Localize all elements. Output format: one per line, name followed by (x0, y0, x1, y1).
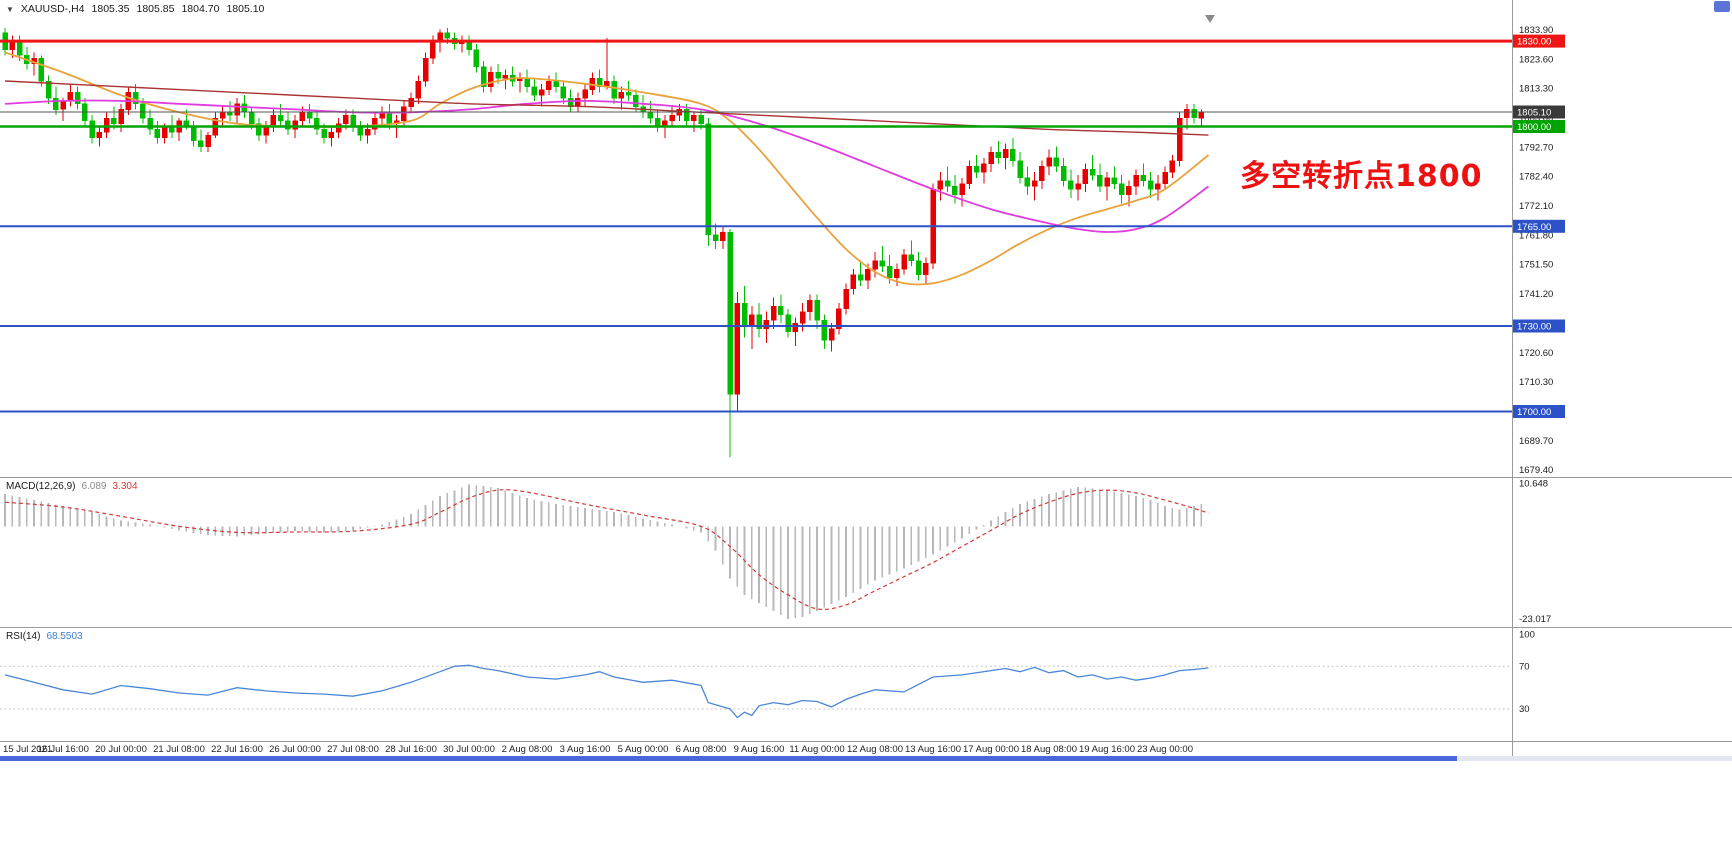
svg-text:1805.10: 1805.10 (1517, 108, 1551, 119)
time-tick: 28 Jul 16:00 (385, 744, 437, 755)
time-tick: 27 Jul 08:00 (327, 744, 379, 755)
rsi-value: 68.5503 (46, 631, 83, 642)
price-tick: 1761.80 (1519, 230, 1553, 241)
macd-axis: 10.648 -23.017 (1519, 478, 1551, 625)
time-tick: 17 Aug 00:00 (963, 744, 1019, 755)
price-badge-1700.00: 1700.00 (1513, 405, 1565, 418)
symbol-label: XAUUSD-,H4 (20, 3, 85, 15)
svg-text:1700.00: 1700.00 (1517, 407, 1551, 418)
time-tick: 30 Jul 00:00 (443, 744, 495, 755)
ohlc-low: 1804.70 (181, 3, 220, 15)
time-tick: 13 Aug 16:00 (905, 744, 961, 755)
time-tick: 19 Aug 16:00 (1079, 744, 1135, 755)
macd-tick: -23.017 (1519, 614, 1551, 625)
ohlc-close: 1805.10 (226, 3, 265, 15)
panel-separators (0, 0, 1732, 756)
macd-signal-line (4, 489, 1209, 611)
rsi-indicator-label: RSI(14) 68.5503 (6, 631, 83, 642)
ohlc-high: 1805.85 (136, 3, 175, 15)
macd-name: MACD(12,26,9) (6, 481, 76, 492)
rsi-tick: 30 (1519, 704, 1530, 715)
macd-signal-value: 3.304 (112, 481, 138, 492)
time-tick: 12 Aug 08:00 (847, 744, 903, 755)
macd-tick: 10.648 (1519, 478, 1548, 489)
price-badge-1830.00: 1830.00 (1513, 34, 1565, 48)
time-tick: 6 Aug 08:00 (676, 744, 727, 755)
price-tick: 1689.70 (1519, 436, 1553, 447)
price-tick: 1741.20 (1519, 289, 1553, 300)
time-tick: 22 Jul 16:00 (211, 744, 263, 755)
svg-text:1730.00: 1730.00 (1517, 322, 1551, 333)
time-tick: 5 Aug 00:00 (618, 744, 669, 755)
time-tick: 20 Jul 00:00 (95, 744, 147, 755)
price-tick: 1710.30 (1519, 377, 1553, 388)
price-levels (0, 39, 1512, 413)
svg-text:1765.00: 1765.00 (1517, 222, 1551, 233)
rsi-tick: 100 (1519, 629, 1535, 640)
rsi-line (4, 664, 1209, 719)
time-tick: 23 Aug 00:00 (1137, 744, 1193, 755)
rsi-name: RSI(14) (6, 631, 41, 642)
price-badge-1730.00: 1730.00 (1513, 319, 1565, 333)
price-tick: 1782.40 (1519, 172, 1553, 183)
macd-main-value: 6.089 (81, 481, 107, 492)
price-badge-1765.00: 1765.00 (1513, 219, 1565, 233)
price-tick: 1751.50 (1519, 260, 1553, 271)
ohlc-open: 1805.35 (91, 3, 130, 15)
ma-mid (4, 99, 1210, 233)
time-tick: 15 Jul 2021 (3, 744, 52, 755)
macd-histogram (4, 484, 1203, 619)
price-tick: 1772.10 (1519, 201, 1553, 212)
candles (2, 28, 1205, 458)
price-tick: 1813.30 (1519, 84, 1553, 95)
svg-text:1830.00: 1830.00 (1517, 37, 1551, 48)
price-tick: 1833.90 (1519, 25, 1553, 36)
price-tick: 1792.70 (1519, 142, 1553, 153)
chart-header: ▼ XAUUSD-,H4 1805.35 1805.85 1804.70 180… (6, 3, 264, 15)
macd-indicator-label: MACD(12,26,9) 6.089 3.304 (6, 481, 138, 492)
symbol-dropdown-icon[interactable]: ▼ (6, 4, 14, 14)
ma-slow (4, 80, 1209, 136)
time-tick: 3 Aug 16:00 (560, 744, 611, 755)
price-badge-1805.10: 1805.10 (1513, 105, 1565, 119)
price-tick: 1720.60 (1519, 348, 1553, 359)
price-tick: 1679.40 (1519, 465, 1553, 476)
time-tick: 2 Aug 08:00 (502, 744, 553, 755)
time-tick: 11 Aug 00:00 (789, 744, 844, 755)
horizontal-scrollbar-thumb[interactable] (0, 756, 1457, 761)
horizontal-scrollbar-track[interactable] (0, 756, 1732, 761)
rsi-tick: 70 (1519, 661, 1530, 672)
price-tick: 1823.60 (1519, 54, 1553, 65)
price-annotation: 多空转折点1800 (1240, 159, 1483, 194)
rsi-axis: 100 70 30 (1519, 629, 1535, 715)
time-tick: 18 Aug 08:00 (1021, 744, 1077, 755)
corner-marker (1714, 1, 1730, 12)
price-badge-1800.00: 1800.00 (1513, 120, 1565, 133)
svg-text:1800.00: 1800.00 (1517, 122, 1551, 133)
time-tick: 21 Jul 08:00 (153, 744, 205, 755)
time-tick: 9 Aug 16:00 (734, 744, 785, 755)
time-tick: 16 Jul 16:00 (37, 744, 89, 755)
chart-shift-marker-icon[interactable] (1205, 15, 1215, 23)
time-tick: 26 Jul 00:00 (269, 744, 321, 755)
